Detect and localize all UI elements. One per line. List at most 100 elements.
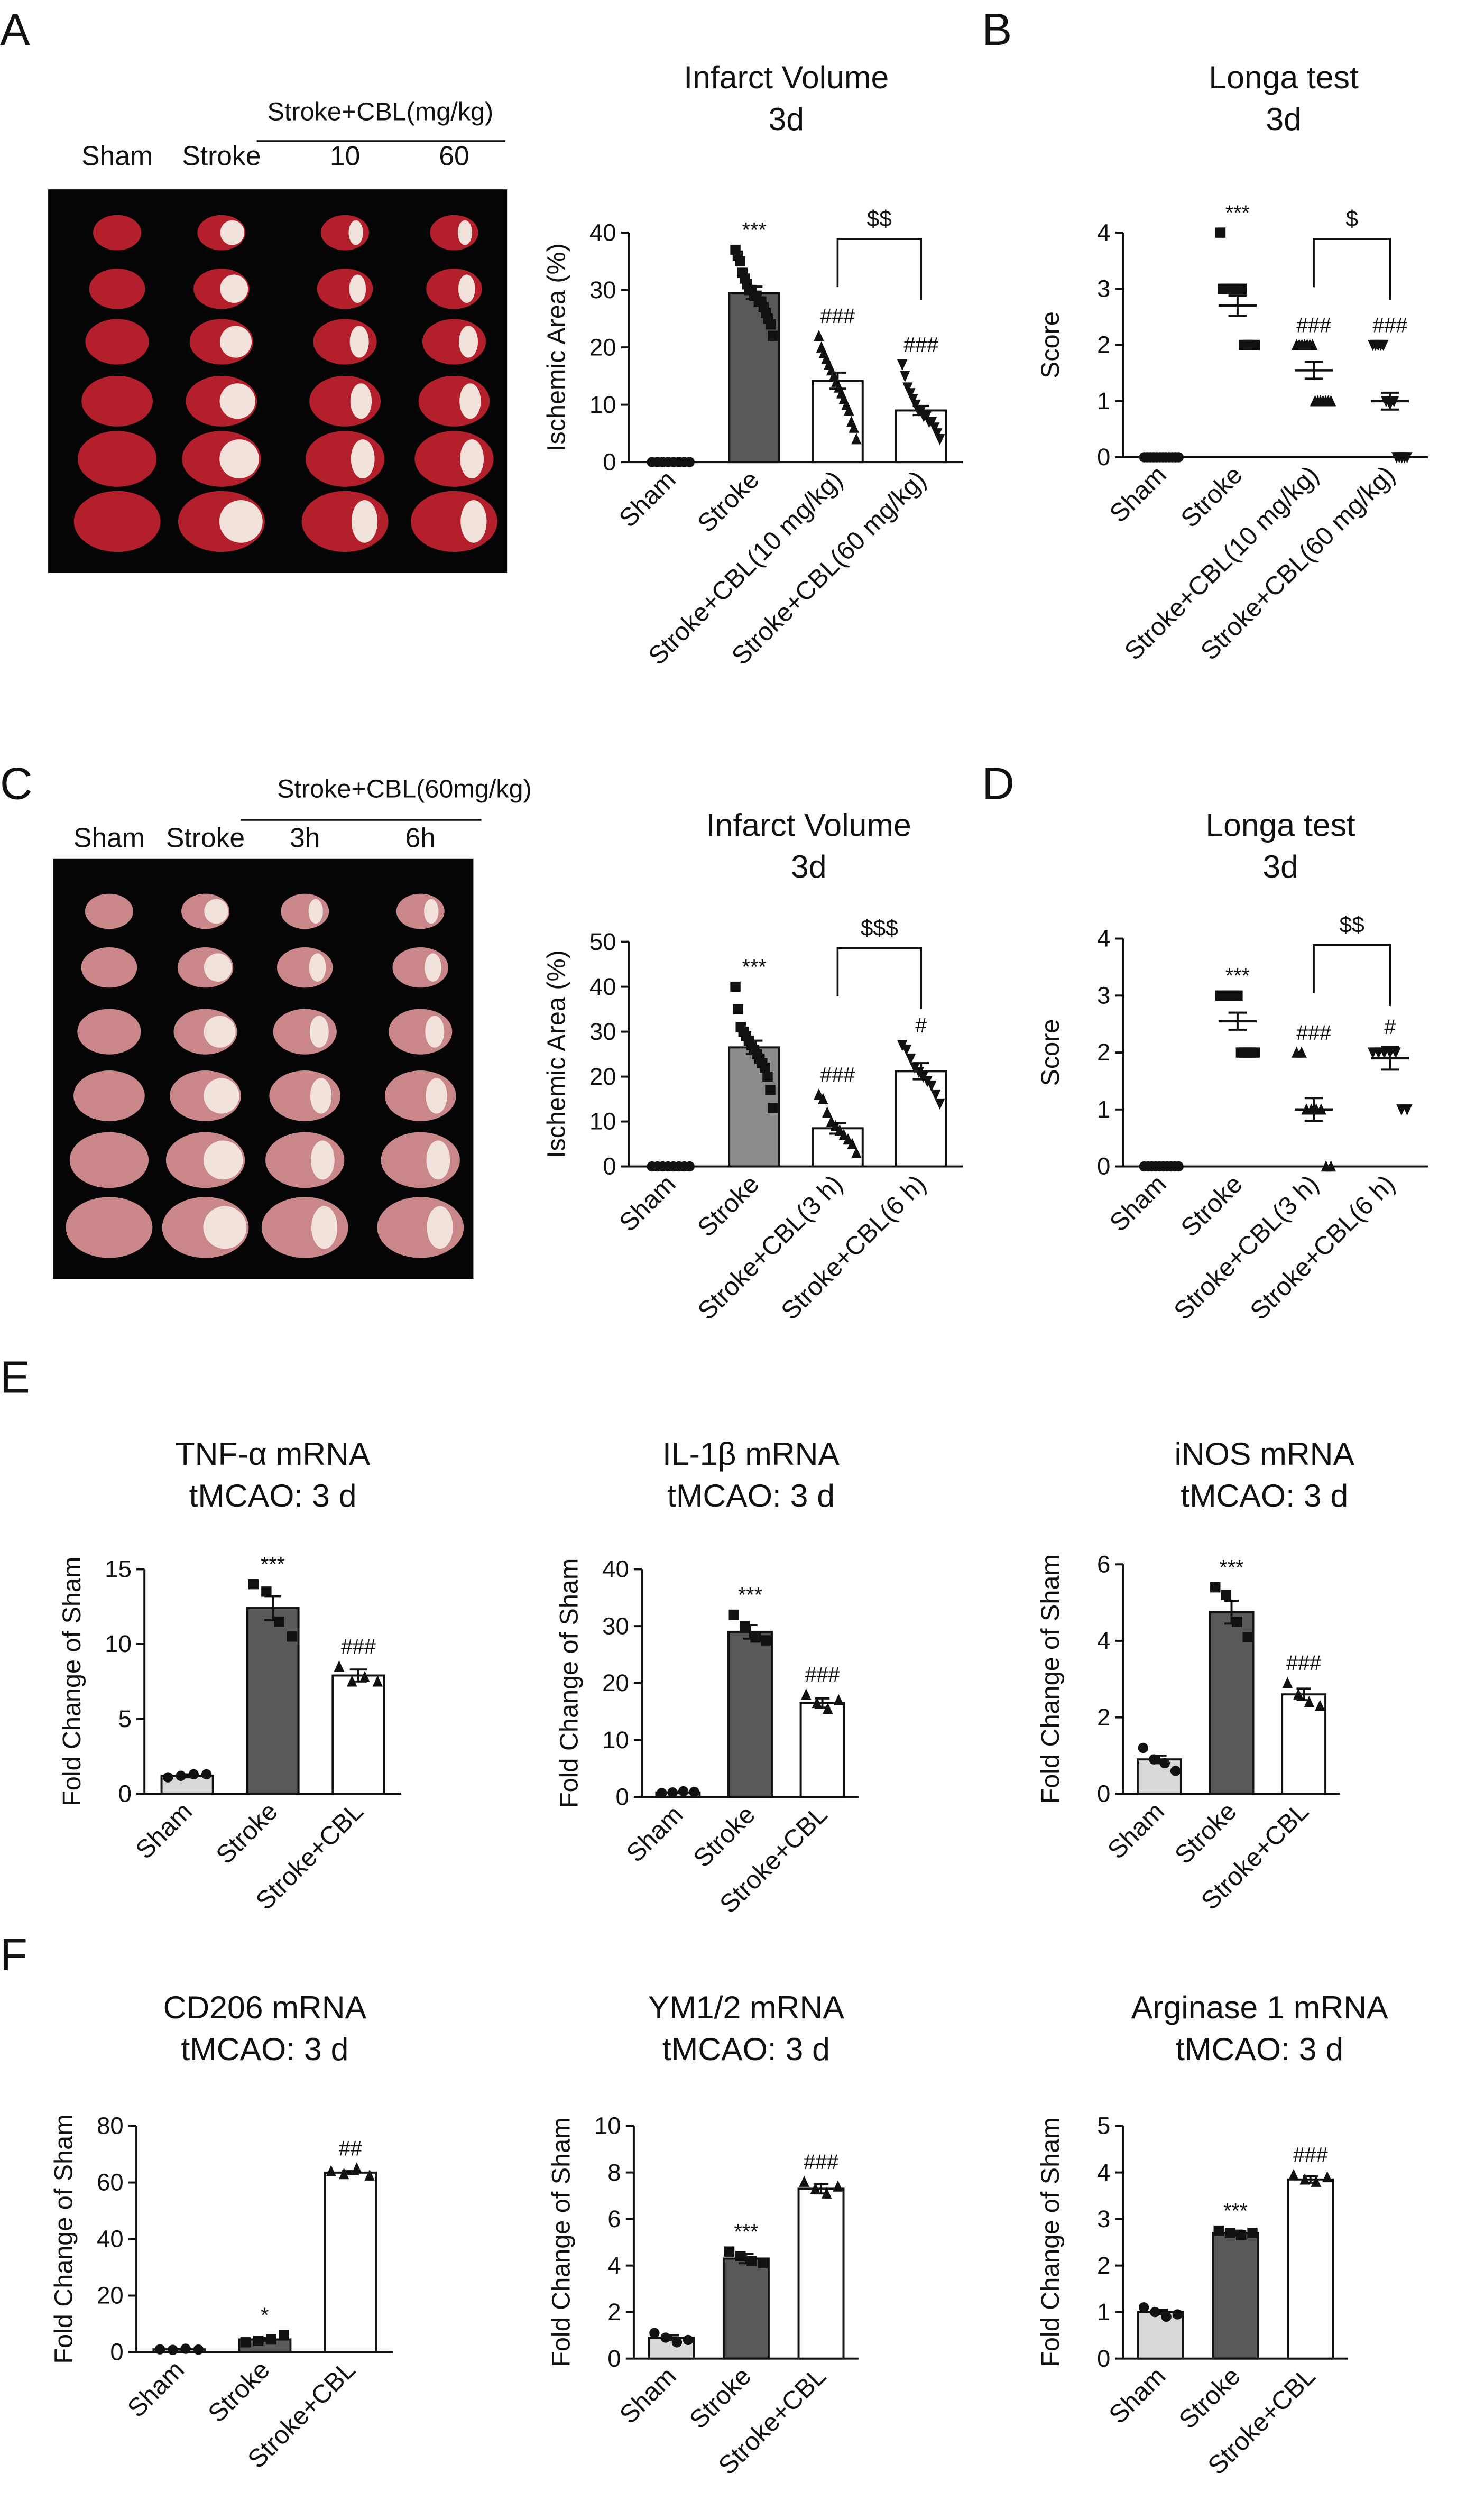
y-tick-label: 0 [110, 2339, 123, 2366]
error-bar [264, 1595, 282, 1621]
infarct-region [309, 1016, 329, 1048]
x-tick-label: Sham [1104, 2362, 1172, 2430]
bracket [836, 238, 923, 300]
infarct-region [350, 383, 372, 419]
y-tick-label: 0 [603, 1153, 616, 1180]
error-bar [1380, 391, 1399, 411]
data-point [851, 1147, 862, 1158]
data-point [812, 1697, 823, 1709]
chart-subtitle: tMCAO: 3 d [189, 1478, 357, 1513]
infarct-region [426, 1078, 447, 1114]
data-point [735, 2251, 746, 2261]
data-point [1401, 1104, 1413, 1116]
data-point [758, 2258, 768, 2268]
bar [1287, 2178, 1334, 2360]
error-bar [745, 285, 763, 300]
error-bar [912, 404, 930, 417]
significance-label: ### [804, 2150, 838, 2174]
error-bar [1228, 1011, 1247, 1031]
infarct-region [219, 383, 255, 419]
error-bar [349, 1668, 367, 1683]
data-point [1288, 2168, 1299, 2180]
infarct-region [219, 500, 263, 543]
panel-letter: B [982, 5, 1012, 55]
x-tick-label: Stroke+CBL(3 h) [693, 1170, 849, 1326]
y-tick-label: 10 [589, 1108, 616, 1135]
error-bar [829, 371, 846, 390]
data-point [1161, 2311, 1172, 2322]
infarct-region [425, 1016, 445, 1048]
brain-slice [81, 375, 153, 427]
chart-subtitle: 3d [1266, 101, 1302, 137]
brain-slice [77, 1009, 141, 1055]
data-point [897, 359, 908, 371]
error-bar [1303, 2175, 1318, 2184]
x-tick-label: Stroke [688, 1800, 760, 1872]
data-point [760, 1062, 770, 1073]
infarct-region [351, 439, 375, 479]
panel-letter: D [982, 759, 1015, 809]
data-point [765, 319, 776, 330]
data-point [201, 1769, 212, 1780]
bracket-label: $$ [867, 207, 892, 232]
data-point [1242, 1631, 1253, 1642]
bar [1209, 1611, 1255, 1795]
error-bar [1224, 1600, 1239, 1625]
brain-slice [81, 947, 137, 988]
data-point [724, 2246, 735, 2257]
infarct-region [458, 274, 475, 303]
x-tick-label: Sham [614, 465, 681, 533]
significance-label: ### [805, 1663, 840, 1686]
data-point [818, 1093, 828, 1104]
data-point [1210, 1582, 1221, 1593]
error-bar [1380, 1046, 1399, 1071]
y-tick-label: 2 [1097, 331, 1110, 358]
y-axis-label: Fold Change of Sham [50, 2114, 78, 2364]
data-point [1148, 1754, 1159, 1765]
data-point [163, 1772, 173, 1783]
panel-letter: F [0, 1930, 27, 1980]
y-tick-label: 5 [1097, 2112, 1110, 2139]
data-point [935, 434, 945, 446]
x-tick-label: Sham [1104, 460, 1172, 528]
y-tick-label: 40 [602, 1556, 629, 1583]
data-point [684, 457, 695, 467]
data-point [1249, 1047, 1260, 1058]
significance-label: ### [1296, 1021, 1331, 1045]
data-point [1325, 395, 1336, 407]
brain-slice [73, 1070, 145, 1121]
significance-label: *** [1225, 201, 1250, 225]
infarct-region [349, 274, 366, 303]
bar [1136, 1758, 1182, 1795]
data-point [1138, 1742, 1148, 1753]
bar [1212, 2232, 1259, 2360]
y-tick-label: 4 [607, 2252, 621, 2279]
x-tick-label: Stroke [211, 1797, 283, 1869]
y-axis-label: Fold Change of Sham [1036, 2117, 1065, 2367]
significance-label: ### [820, 304, 855, 328]
data-point [248, 1579, 259, 1590]
y-tick-label: 10 [589, 391, 616, 418]
infarct-region [427, 1206, 453, 1249]
infarct-region [204, 1016, 236, 1048]
data-point [1304, 1696, 1315, 1707]
infarct-region [460, 439, 484, 479]
image-label: 3h [290, 823, 320, 853]
y-tick-label: 50 [589, 928, 616, 955]
data-point [684, 1161, 695, 1172]
chart-title: Arginase 1 mRNA [1131, 1989, 1388, 2025]
data-point [660, 2332, 671, 2343]
data-point [279, 2330, 289, 2341]
data-point [1150, 2306, 1160, 2318]
infarct-region [220, 220, 245, 245]
data-point [935, 1098, 945, 1110]
error-bar [170, 2348, 188, 2351]
data-point [326, 2165, 337, 2176]
data-point [649, 2328, 660, 2338]
bracket [836, 947, 923, 1010]
data-point [735, 256, 745, 267]
y-tick-label: 3 [1097, 982, 1110, 1009]
bar [331, 1674, 385, 1795]
y-tick-label: 1 [1097, 2299, 1110, 2325]
data-point [287, 1631, 298, 1642]
